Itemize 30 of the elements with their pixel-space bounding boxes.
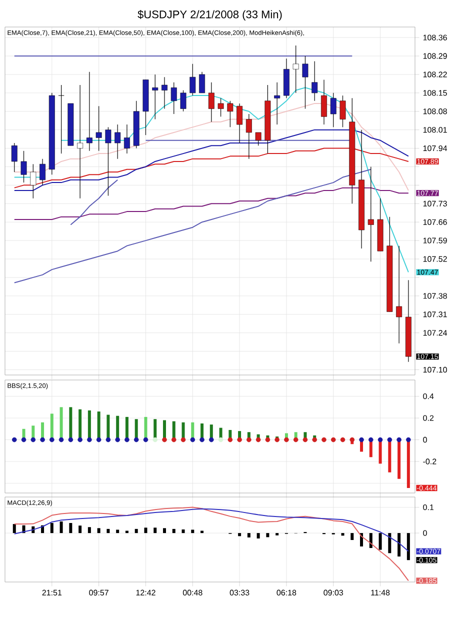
x-tick-label: 06:18 (276, 590, 296, 596)
y-tick-label: 108.22 (423, 72, 447, 78)
x-tick-label: 12:42 (136, 590, 156, 596)
y-tick-label: 108.36 (423, 34, 447, 40)
x-tick-label: 03:33 (230, 590, 250, 596)
y-tick-label: 107.66 (423, 219, 447, 225)
y-tick-label: 107.73 (423, 200, 447, 206)
y-tick-label: 108.29 (423, 53, 447, 59)
y-tick-label: 107.38 (423, 293, 447, 299)
y-tick-label: 107.31 (423, 312, 447, 318)
x-tick-label: 09:57 (89, 590, 108, 596)
y-tick-label: 108.08 (423, 108, 447, 114)
y-tick-label: 107.59 (423, 238, 447, 244)
x-tick-label: 21:51 (42, 590, 62, 596)
y-tick-label: 0.1 (423, 504, 434, 510)
y-tick-label: 0.4 (423, 393, 434, 400)
y-tick-label: 0.2 (423, 415, 434, 421)
y-tick-label: 108.01 (423, 126, 447, 133)
y-tick-label: 107.24 (423, 330, 448, 336)
y-tick-label: 0 (423, 530, 427, 536)
y-tick-label: 107.52 (423, 256, 447, 262)
y-tick-label: 107.94 (423, 145, 448, 152)
y-tick-label: 107.10 (423, 366, 447, 373)
y-tick-label: -0.2 (423, 458, 436, 464)
x-tick-label: 00:48 (182, 590, 202, 596)
x-tick-label: 11:48 (371, 590, 390, 596)
y-tick-label: 108.15 (423, 90, 447, 96)
x-tick-label: 09:03 (324, 590, 344, 596)
y-tick-label: 0 (423, 436, 427, 443)
chart-title: $USDJPY 2/21/2008 (33 Min) (138, 10, 282, 20)
